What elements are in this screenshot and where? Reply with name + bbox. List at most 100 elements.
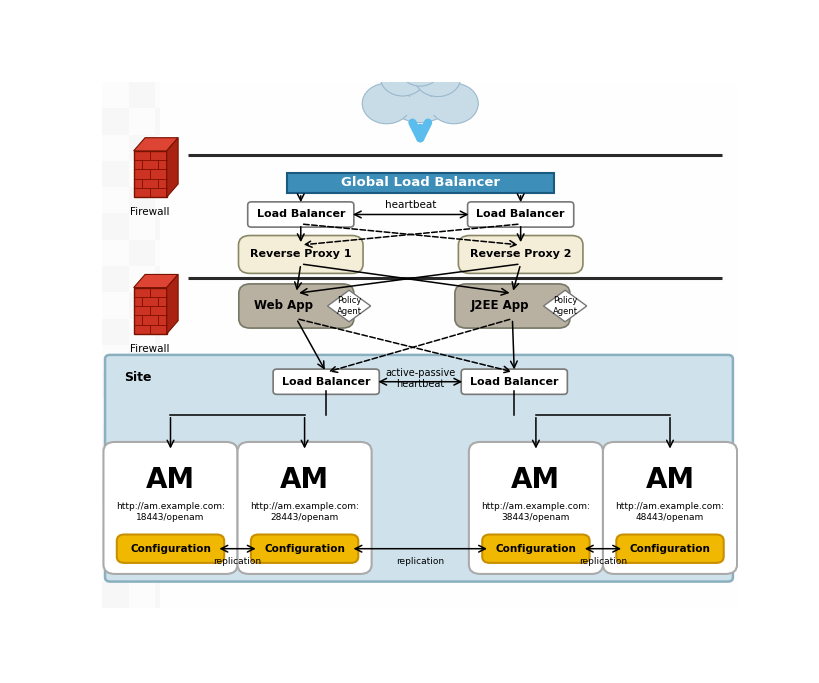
Bar (499, 529, 526, 555)
Bar (129, 371, 156, 398)
Circle shape (382, 64, 457, 126)
Bar (684, 161, 711, 187)
Bar (420, 555, 446, 582)
Bar (261, 318, 287, 345)
Bar (420, 135, 446, 161)
Bar (631, 240, 658, 266)
Bar (102, 135, 129, 161)
FancyBboxPatch shape (482, 535, 589, 563)
Bar (234, 292, 261, 318)
Bar (129, 582, 156, 608)
Bar (737, 135, 763, 161)
Bar (287, 582, 314, 608)
Bar (156, 108, 182, 135)
Bar (261, 82, 287, 108)
Bar (499, 582, 526, 608)
Bar (182, 213, 208, 240)
Text: heartbeat: heartbeat (385, 200, 436, 210)
Bar (605, 55, 631, 82)
Bar (102, 292, 129, 318)
Bar (102, 582, 129, 608)
Bar (314, 82, 341, 108)
Text: AM: AM (146, 466, 195, 494)
FancyBboxPatch shape (460, 369, 567, 394)
Bar (261, 266, 287, 292)
Bar (234, 345, 261, 372)
Bar (711, 555, 737, 582)
Bar (208, 135, 234, 161)
Bar (156, 292, 182, 318)
Bar (552, 135, 578, 161)
Bar (341, 213, 367, 240)
Bar (287, 266, 314, 292)
Bar (499, 135, 526, 161)
Text: Configuration: Configuration (264, 544, 345, 554)
FancyBboxPatch shape (116, 535, 224, 563)
Bar (287, 161, 314, 187)
Bar (367, 529, 393, 555)
Bar (208, 450, 234, 477)
Bar (367, 503, 393, 529)
Bar (102, 266, 129, 292)
Bar (631, 555, 658, 582)
Bar (446, 582, 473, 608)
Bar (208, 213, 234, 240)
Bar (367, 55, 393, 82)
Bar (605, 423, 631, 450)
Bar (711, 213, 737, 240)
Polygon shape (133, 288, 166, 334)
Bar (446, 477, 473, 503)
Bar (287, 529, 314, 555)
Bar (658, 318, 684, 345)
Bar (446, 240, 473, 266)
Text: AM: AM (645, 466, 694, 494)
Text: Firewall: Firewall (130, 207, 170, 217)
Bar (129, 555, 156, 582)
Bar (102, 108, 129, 135)
Bar (684, 450, 711, 477)
Bar (287, 318, 314, 345)
Bar (737, 450, 763, 477)
Bar (552, 55, 578, 82)
Bar (473, 555, 499, 582)
Bar (711, 477, 737, 503)
Bar (234, 423, 261, 450)
Bar (684, 582, 711, 608)
Bar (182, 529, 208, 555)
Bar (684, 108, 711, 135)
Bar (737, 240, 763, 266)
Bar (552, 213, 578, 240)
Bar (499, 555, 526, 582)
Bar (102, 423, 129, 450)
Bar (446, 503, 473, 529)
Bar (367, 187, 393, 213)
Bar (526, 213, 552, 240)
Bar (446, 266, 473, 292)
Bar (658, 135, 684, 161)
Bar (156, 371, 182, 398)
Bar (578, 240, 605, 266)
Bar (129, 55, 156, 82)
Bar (631, 266, 658, 292)
Bar (367, 213, 393, 240)
Bar (526, 82, 552, 108)
Bar (393, 371, 420, 398)
FancyBboxPatch shape (103, 442, 238, 574)
Polygon shape (166, 275, 178, 334)
Bar (499, 318, 526, 345)
Bar (578, 135, 605, 161)
Bar (526, 55, 552, 82)
Bar (420, 266, 446, 292)
Bar (156, 55, 182, 82)
Bar (287, 371, 314, 398)
Bar (420, 187, 446, 213)
Bar (393, 477, 420, 503)
Bar (711, 423, 737, 450)
Bar (208, 292, 234, 318)
Text: Reverse Proxy 1: Reverse Proxy 1 (250, 249, 351, 260)
Bar (156, 345, 182, 372)
Bar (631, 345, 658, 372)
Bar (446, 529, 473, 555)
Bar (393, 161, 420, 187)
Bar (684, 371, 711, 398)
